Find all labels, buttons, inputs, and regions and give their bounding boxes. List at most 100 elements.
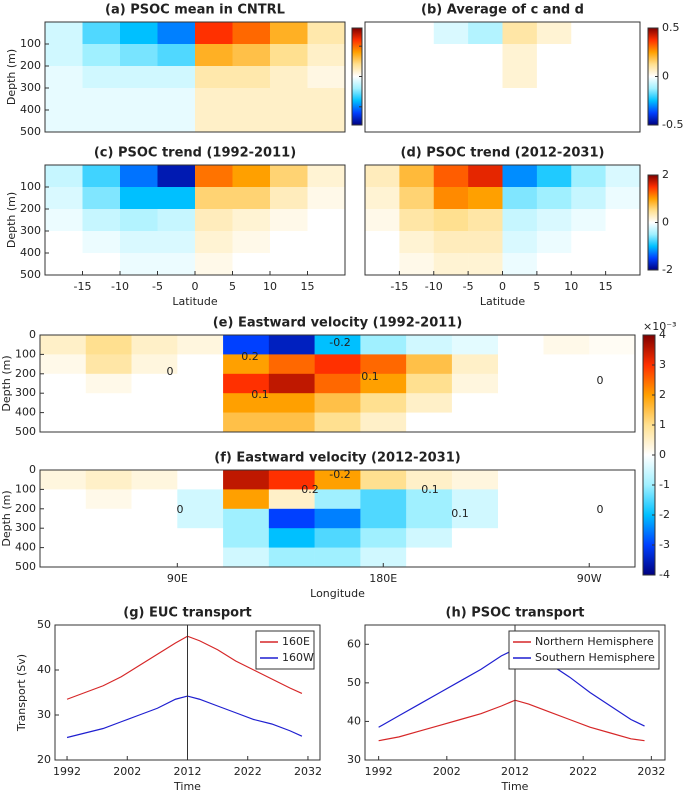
- heat-cell: [536, 231, 572, 254]
- x-axis-label: Latitude: [172, 295, 218, 308]
- heat-cell: [406, 335, 453, 355]
- heat-cell: [543, 528, 590, 548]
- x-tick-label: 2032: [294, 765, 322, 778]
- heat-cell: [232, 165, 271, 188]
- colorbar-tick-label: -2: [662, 263, 673, 276]
- heat-cell: [589, 489, 636, 510]
- heat-cell: [120, 165, 158, 188]
- heat-cell: [82, 66, 121, 89]
- heat-cell: [468, 44, 503, 67]
- heat-cell: [307, 231, 346, 254]
- legend-label: 160W: [282, 651, 314, 664]
- heat-cell: [45, 44, 83, 67]
- x-axis-label: Longitude: [310, 587, 365, 600]
- heat-cell: [45, 22, 83, 45]
- heat-cell: [360, 354, 407, 375]
- heat-cell: [314, 547, 361, 568]
- heat-cell: [157, 253, 196, 276]
- heat-cell: [85, 508, 132, 529]
- heat-cell: [120, 88, 158, 111]
- heat-cell: [195, 187, 233, 210]
- x-tick-label: -10: [425, 280, 443, 293]
- contour-label: -0.2: [329, 468, 350, 481]
- heat-cell: [360, 470, 407, 490]
- heat-cell: [571, 253, 606, 276]
- x-tick-label: 2002: [433, 765, 461, 778]
- colorbar-tick-label: -0.5: [662, 118, 683, 131]
- heat-cell: [543, 470, 590, 490]
- heat-cell: [307, 66, 346, 89]
- x-tick-label: 180E: [369, 572, 397, 585]
- heat-cell: [120, 253, 158, 276]
- heat-cell: [177, 354, 224, 375]
- heat-cell: [468, 110, 503, 133]
- heat-cell: [270, 66, 308, 89]
- heat-cell: [223, 470, 270, 490]
- heat-cell: [85, 354, 132, 375]
- heat-cell: [365, 44, 400, 67]
- heat-cell: [195, 231, 233, 254]
- heat-cell: [451, 354, 498, 375]
- heat-cell: [589, 470, 636, 490]
- heat-cell: [82, 110, 121, 133]
- heat-cell: [543, 393, 590, 413]
- heat-cell: [307, 253, 346, 276]
- heat-cell: [406, 470, 453, 490]
- plot-frame: [364, 164, 641, 276]
- heat-cell: [571, 165, 606, 188]
- heat-cell: [85, 528, 132, 548]
- heat-cell: [45, 110, 83, 133]
- heat-cell: [40, 547, 87, 568]
- heat-cell: [406, 489, 453, 510]
- x-tick-label: 0: [499, 280, 506, 293]
- heat-cell: [451, 412, 498, 433]
- heat-cell: [82, 209, 121, 232]
- y-tick-label: 50: [37, 618, 51, 631]
- heat-cell: [365, 165, 400, 188]
- heat-cell: [40, 354, 87, 375]
- heat-cell: [45, 231, 83, 254]
- heat-cell: [82, 253, 121, 276]
- heat-cell: [360, 547, 407, 568]
- x-axis-label: Latitude: [480, 295, 526, 308]
- heat-cell: [131, 508, 178, 529]
- heat-cell: [502, 22, 538, 45]
- contour-label: 0: [167, 365, 174, 378]
- heat-cell: [502, 66, 538, 89]
- heat-cell: [120, 22, 158, 45]
- heat-cell: [157, 22, 196, 45]
- contour-label: 0.1: [361, 370, 379, 383]
- legend-label: Northern Hemisphere: [535, 635, 654, 648]
- chart-title: (d) PSOC trend (2012-2031): [401, 146, 605, 161]
- heat-cell: [40, 528, 87, 548]
- heat-cell: [433, 253, 469, 276]
- y-tick-label: 0: [29, 463, 36, 476]
- heat-cell: [589, 393, 636, 413]
- heat-cell: [223, 547, 270, 568]
- heat-cell: [45, 66, 83, 89]
- y-axis-label: Depth (m): [0, 355, 13, 411]
- legend-label: 160E: [282, 635, 310, 648]
- heat-cell: [314, 354, 361, 375]
- plot-frame: [44, 21, 346, 133]
- heat-cell: [468, 187, 503, 210]
- x-tick-label: -15: [390, 280, 408, 293]
- heat-cell: [605, 66, 641, 89]
- y-tick-label: 0: [29, 328, 36, 341]
- heat-cell: [571, 209, 606, 232]
- heat-cell: [177, 393, 224, 413]
- y-tick-label: 30: [347, 753, 361, 766]
- heat-cell: [433, 66, 469, 89]
- heat-cell: [232, 88, 271, 111]
- heat-cell: [360, 393, 407, 413]
- heat-cell: [131, 373, 178, 394]
- heat-cell: [157, 44, 196, 67]
- heat-cell: [365, 110, 400, 133]
- heat-cell: [360, 373, 407, 394]
- heat-cell: [468, 88, 503, 111]
- x-tick-label: 90E: [167, 572, 188, 585]
- heat-cell: [571, 66, 606, 89]
- legend-box: [255, 630, 315, 670]
- y-tick-label: 60: [347, 637, 361, 650]
- heat-cell: [536, 209, 572, 232]
